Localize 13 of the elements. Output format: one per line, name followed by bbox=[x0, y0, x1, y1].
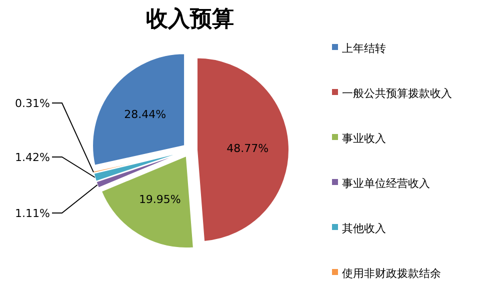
data-label: 28.44% bbox=[124, 108, 166, 121]
data-label: 1.42% bbox=[15, 151, 50, 164]
data-label: 48.77% bbox=[226, 142, 269, 155]
legend-label: 其他收入 bbox=[342, 222, 386, 235]
data-label: 19.95% bbox=[138, 193, 181, 206]
data-label: 0.31% bbox=[15, 97, 50, 110]
chart-title: 收入预算 bbox=[146, 7, 234, 32]
legend-label: 事业单位经营收入 bbox=[342, 177, 430, 190]
legend-label: 使用非财政拨款结余 bbox=[342, 267, 441, 280]
legend-label: 一般公共预算拨款收入 bbox=[342, 87, 452, 100]
data-label: 1.11% bbox=[15, 207, 50, 220]
legend-label: 事业收入 bbox=[342, 132, 386, 145]
legend-label: 上年结转 bbox=[342, 42, 386, 55]
